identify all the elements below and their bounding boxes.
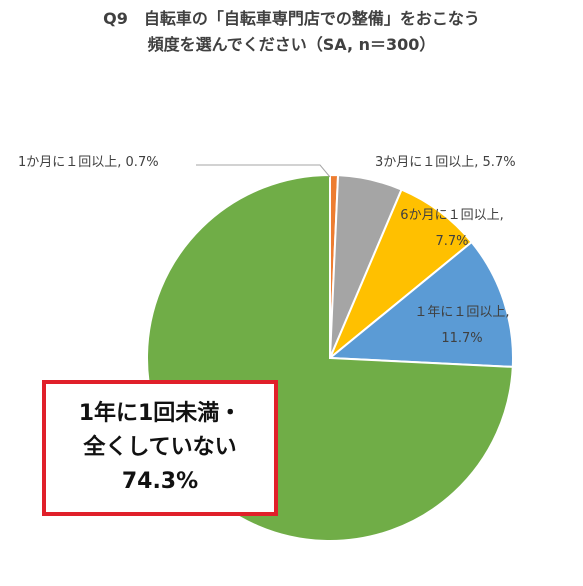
highlight-label-line1: 1年に1回未満・ (78, 401, 242, 426)
data-label-1-year: １年に１回以上, 11.7% (414, 305, 509, 346)
chart-title-line1: Q9 自転車の「自転車専門店での整備」をおこなう (103, 9, 480, 28)
leader-line-1-month (196, 164, 331, 178)
highlight-label-value: 74.3% (121, 469, 199, 494)
chart-title-line2: 頻度を選んでください（SA, n＝300） (147, 35, 436, 54)
chart-title: Q9 自転車の「自転車専門店での整備」をおこなう 頻度を選んでください（SA, … (0, 6, 583, 58)
slice-1-year (327, 240, 514, 368)
data-label-3-months: 3か月に１回以上, 5.7% (375, 155, 516, 170)
data-label-6-months: 6か月に１回以上, 7.7% (400, 208, 503, 249)
highlight-callout-box: 1年に1回未満・ 全くしていない 74.3% (42, 380, 278, 516)
data-label-1-month: 1か月に１回以上, 0.7% (18, 155, 159, 170)
highlight-label-line2: 全くしていない (83, 435, 237, 460)
